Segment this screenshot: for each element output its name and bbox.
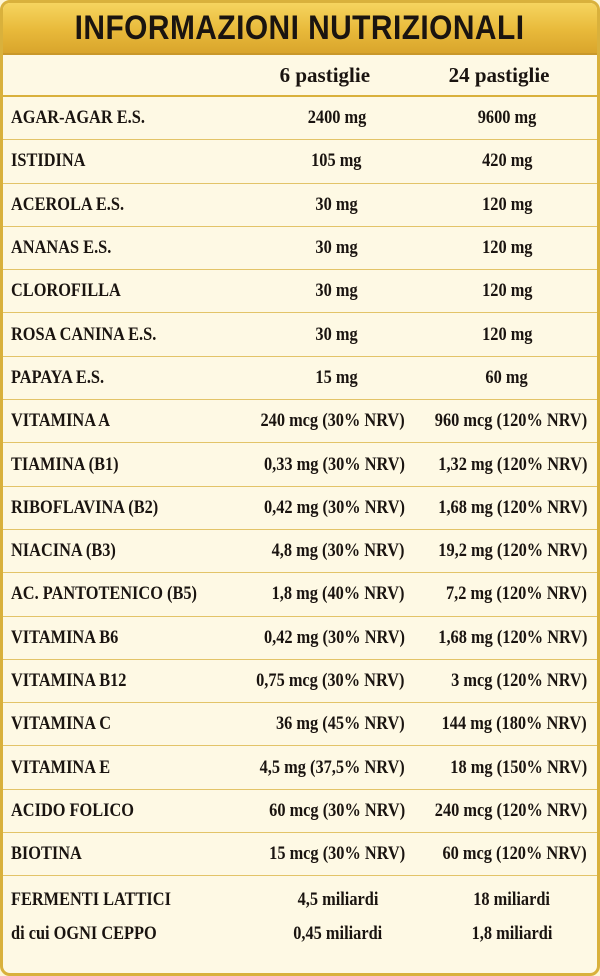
value-6-pastiglie: 4,5 mg (37,5% NRV) <box>259 756 405 778</box>
table-row: PAPAYA E.S. 15 mg 60 mg <box>3 357 597 401</box>
value-24-pastiglie: 144 mg (180% NRV) <box>441 713 587 735</box>
value-6-pastiglie: 1,8 mg (40% NRV) <box>272 583 405 605</box>
value-24-pastiglie: 60 mg <box>485 366 529 388</box>
table-header: 6 pastiglie 24 pastiglie <box>3 55 597 97</box>
value-6-pastiglie: 4,5 miliardi <box>297 889 379 911</box>
table-row: ANANAS E.S. 30 mg 120 mg <box>3 227 597 271</box>
table-row: ROSA CANINA E.S. 30 mg 120 mg <box>3 313 597 357</box>
nutrient-name: ISTIDINA <box>11 150 86 172</box>
value-6-pastiglie: 0,42 mg (30% NRV) <box>263 496 405 518</box>
nutrient-name: CLOROFILLA <box>11 280 121 302</box>
table-row: ACEROLA E.S. 30 mg 120 mg <box>3 184 597 227</box>
table-row: CLOROFILLA 30 mg 120 mg <box>3 270 597 314</box>
value-24-pastiglie: 18 miliardi <box>473 889 551 911</box>
value-24-pastiglie: 120 mg <box>481 280 533 302</box>
nutrient-name: VITAMINA E <box>11 756 111 778</box>
table-row: VITAMINA B6 0,42 mg (30% NRV) 1,68 mg (1… <box>3 617 597 660</box>
table-row: VITAMINA B12 0,75 mcg (30% NRV) 3 mcg (1… <box>3 660 597 704</box>
table-row: AC. PANTOTENICO (B5) 1,8 mg (40% NRV) 7,… <box>3 573 597 617</box>
column-header-24-pastiglie: 24 pastiglie <box>448 62 550 87</box>
value-6-pastiglie: 30 mg <box>315 237 358 259</box>
nutrient-name: ROSA CANINA E.S. <box>11 323 157 345</box>
nutrient-name: NIACINA (B3) <box>11 540 116 562</box>
nutrient-name: AGAR-AGAR E.S. <box>11 107 145 129</box>
value-6-pastiglie: 4,8 mg (30% NRV) <box>272 540 405 562</box>
table-row: VITAMINA E 4,5 mg (37,5% NRV) 18 mg (150… <box>3 746 597 790</box>
nutrient-name: PAPAYA E.S. <box>11 366 105 388</box>
title-bar: INFORMAZIONI NUTRIZIONALI <box>3 3 597 55</box>
value-6-pastiglie: 0,42 mg (30% NRV) <box>263 626 405 648</box>
value-24-pastiglie: 120 mg <box>481 323 533 345</box>
table-row: NIACINA (B3) 4,8 mg (30% NRV) 19,2 mg (1… <box>3 530 597 574</box>
value-24-pastiglie: 1,32 mg (120% NRV) <box>437 453 587 475</box>
value-24-pastiglie: 60 mcg (120% NRV) <box>442 843 587 865</box>
value-6-pastiglie: 36 mg (45% NRV) <box>276 713 405 735</box>
value-24-pastiglie: 9600 mg <box>477 107 537 129</box>
table-row: RIBOFLAVINA (B2) 0,42 mg (30% NRV) 1,68 … <box>3 487 597 530</box>
value-6-pastiglie: 0,45 miliardi <box>293 923 383 945</box>
value-24-pastiglie: 420 mg <box>481 150 533 172</box>
nutrient-name: RIBOFLAVINA (B2) <box>11 496 159 518</box>
value-24-pastiglie: 1,68 mg (120% NRV) <box>437 496 587 518</box>
table-row: VITAMINA A 240 mcg (30% NRV) 960 mcg (12… <box>3 400 597 444</box>
value-24-pastiglie: 19,2 mg (120% NRV) <box>437 540 587 562</box>
value-24-pastiglie: 1,68 mg (120% NRV) <box>437 626 587 648</box>
table-row-fermenti: FERMENTI LATTICI 4,5 miliardi 18 miliard… <box>3 876 597 958</box>
value-24-pastiglie: 3 mcg (120% NRV) <box>450 670 587 691</box>
nutrient-name: ACEROLA E.S. <box>11 193 125 215</box>
value-24-pastiglie: 120 mg <box>481 193 533 215</box>
nutrient-subname: di cui OGNI CEPPO <box>11 923 157 945</box>
table-row: AGAR-AGAR E.S. 2400 mg 9600 mg <box>3 97 597 141</box>
table-row: ISTIDINA 105 mg 420 mg <box>3 140 597 184</box>
value-6-pastiglie: 30 mg <box>315 323 358 345</box>
value-24-pastiglie: 120 mg <box>481 237 533 259</box>
value-6-pastiglie: 240 mcg (30% NRV) <box>260 410 405 432</box>
nutrient-name: AC. PANTOTENICO (B5) <box>11 583 197 605</box>
nutrient-name: ACIDO FOLICO <box>11 799 135 821</box>
table-row: ACIDO FOLICO 60 mcg (30% NRV) 240 mcg (1… <box>3 790 597 834</box>
table-row: VITAMINA C 36 mg (45% NRV) 144 mg (180% … <box>3 703 597 747</box>
column-header-6-pastiglie: 6 pastiglie <box>279 62 371 87</box>
nutrition-table: AGAR-AGAR E.S. 2400 mg 9600 mg ISTIDINA … <box>3 97 597 958</box>
value-24-pastiglie: 1,8 miliardi <box>471 923 553 945</box>
value-6-pastiglie: 30 mg <box>315 193 358 215</box>
value-6-pastiglie: 0,75 mcg (30% NRV) <box>256 670 405 691</box>
value-6-pastiglie: 60 mcg (30% NRV) <box>268 799 405 821</box>
value-6-pastiglie: 30 mg <box>315 280 358 302</box>
nutrient-name: VITAMINA C <box>11 713 112 735</box>
value-6-pastiglie: 2400 mg <box>307 107 366 129</box>
table-row: BIOTINA 15 mcg (30% NRV) 60 mcg (120% NR… <box>3 833 597 877</box>
page-title: INFORMAZIONI NUTRIZIONALI <box>75 8 525 47</box>
value-6-pastiglie: 15 mg <box>315 366 358 388</box>
nutrient-name: BIOTINA <box>11 843 82 865</box>
nutrient-name: VITAMINA A <box>11 410 111 432</box>
value-6-pastiglie: 0,33 mg (30% NRV) <box>263 453 405 475</box>
value-24-pastiglie: 960 mcg (120% NRV) <box>434 410 587 432</box>
nutrient-name: VITAMINA B12 <box>11 670 127 691</box>
value-6-pastiglie: 105 mg <box>311 150 362 172</box>
value-6-pastiglie: 15 mcg (30% NRV) <box>268 843 405 865</box>
value-24-pastiglie: 18 mg (150% NRV) <box>450 756 587 778</box>
nutrient-name: ANANAS E.S. <box>11 237 112 259</box>
value-24-pastiglie: 240 mcg (120% NRV) <box>434 799 587 821</box>
nutrient-name: VITAMINA B6 <box>11 626 119 648</box>
value-24-pastiglie: 7,2 mg (120% NRV) <box>445 583 587 605</box>
nutrient-name: TIAMINA (B1) <box>11 453 119 475</box>
nutrient-name: FERMENTI LATTICI <box>11 889 171 911</box>
table-row: TIAMINA (B1) 0,33 mg (30% NRV) 1,32 mg (… <box>3 443 597 487</box>
